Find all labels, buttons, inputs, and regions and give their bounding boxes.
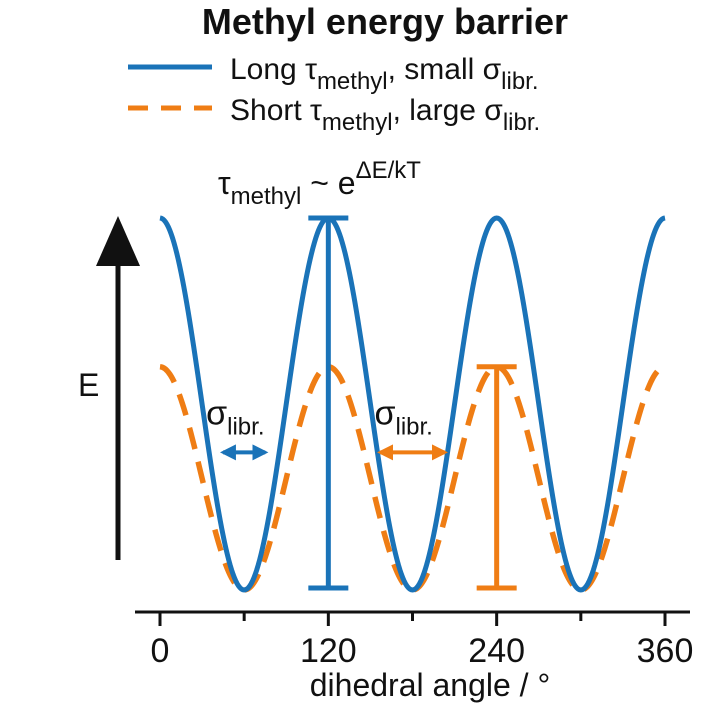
- energy-axis-label: E: [78, 367, 99, 403]
- legend-long-sub: methyl: [317, 68, 388, 95]
- barrier-marker-long: [308, 215, 349, 591]
- x-axis: 0 120 240 360: [135, 610, 694, 670]
- sigma-long-sub: libr.: [227, 413, 264, 440]
- chart-title: Methyl energy barrier: [202, 1, 568, 42]
- formula-sup: ΔE/kT: [356, 157, 422, 184]
- x-tick-label: 120: [300, 632, 357, 670]
- sigma-label-short: σlibr.: [375, 394, 433, 440]
- legend: Long τmethyl, small σlibr. Short τmethyl…: [128, 53, 540, 136]
- legend-label-long: Long τmethyl, small σlibr.: [230, 53, 539, 95]
- sigma-short-symbol: σ: [375, 394, 396, 432]
- formula-tau: τ: [218, 165, 231, 201]
- legend-short-sub2: libr.: [503, 109, 540, 136]
- x-tick-label: 360: [637, 632, 694, 670]
- energy-axis: E: [78, 216, 140, 560]
- formula-sub: methyl: [231, 183, 302, 210]
- series-long-line: [159, 215, 666, 593]
- x-tick-label: 0: [151, 632, 170, 670]
- legend-long-mid: , small σ: [388, 53, 502, 86]
- legend-short-main: Short τ: [230, 94, 322, 127]
- legend-long-sub2: libr.: [501, 68, 538, 95]
- sigma-short-sub: libr.: [395, 413, 432, 440]
- legend-label-short: Short τmethyl, large σlibr.: [230, 94, 540, 136]
- series-short-line: [159, 364, 666, 593]
- x-axis-label: dihedral angle / °: [310, 667, 551, 703]
- x-tick-label: 240: [468, 632, 525, 670]
- legend-short-mid: , large σ: [393, 94, 504, 127]
- formula-rest: ~ e: [301, 165, 355, 201]
- sigma-long-symbol: σ: [206, 394, 227, 432]
- energy-axis-arrowhead: [96, 216, 140, 266]
- barrier-marker-short: [476, 364, 517, 591]
- sigma-label-long: σlibr.: [206, 394, 264, 440]
- formula-annotation: τmethyl ~ eΔE/kT: [218, 157, 421, 210]
- legend-short-sub: methyl: [322, 109, 393, 136]
- legend-long-main: Long τ: [230, 53, 317, 86]
